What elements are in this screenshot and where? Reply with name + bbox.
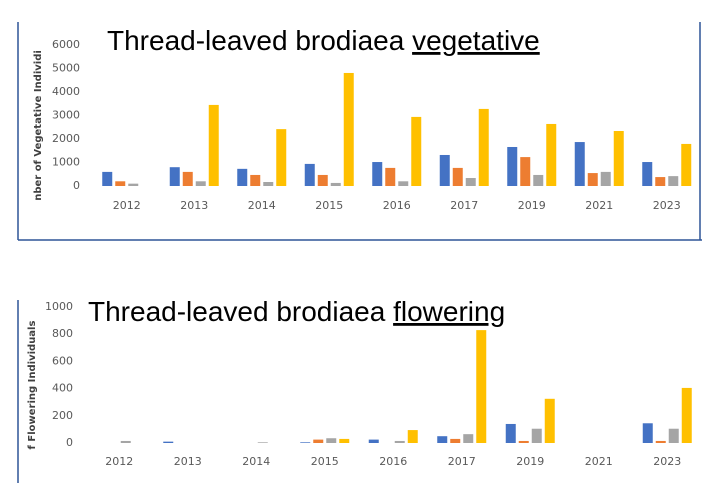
bar [668,176,679,186]
chart-title: Thread-leaved brodiaea flowering [88,296,505,327]
y-tick-label: 3000 [52,109,80,122]
bar [465,178,476,186]
bar [574,142,585,186]
bar [407,430,418,443]
bar [668,428,679,443]
bar [642,162,653,186]
bar [544,398,555,443]
bar [263,182,274,186]
y-axis-label: f Flowering Individuals [27,321,38,450]
y-tick-label: 400 [52,382,73,395]
bar [411,116,422,186]
y-tick-label: 200 [52,409,73,422]
bar [372,162,383,186]
x-tick-label: 2023 [653,455,681,468]
bar [115,181,126,186]
bar [613,131,624,186]
bar [478,108,489,186]
bar [507,146,518,186]
x-tick-label: 2014 [242,455,270,468]
bar [600,171,611,186]
title-underlined: flowering [393,296,505,327]
x-tick-label: 2015 [315,199,343,212]
y-tick-label: 4000 [52,85,80,98]
bar [276,129,287,186]
y-tick-label: 0 [66,436,73,449]
bar [237,168,248,186]
title-text: Thread-leaved brodiaea [107,25,405,56]
y-tick-label: 5000 [52,62,80,75]
bar [195,181,206,186]
x-tick-label: 2019 [516,455,544,468]
bar [368,439,379,443]
bar [339,438,350,443]
x-tick-label: 2016 [383,199,411,212]
y-axis-label: nber of Vegetative Individi [33,50,44,201]
bar [681,143,692,186]
x-tick-label: 2012 [105,455,133,468]
title-text: Thread-leaved brodiaea [88,296,386,327]
y-tick-label: 2000 [52,132,80,145]
bar [520,157,531,186]
bar [533,174,544,186]
bar [450,438,461,443]
bar [681,387,692,443]
x-tick-label: 2021 [585,199,613,212]
bar [343,72,354,186]
bar [208,104,219,186]
y-tick-label: 6000 [52,38,80,51]
x-tick-label: 2017 [450,199,478,212]
bar [250,174,261,186]
x-tick-label: 2017 [448,455,476,468]
y-tick-label: 1000 [45,300,73,313]
x-tick-label: 2015 [311,455,339,468]
bar [439,154,450,186]
bar [452,167,463,186]
bar [313,439,324,443]
x-tick-label: 2014 [248,199,276,212]
x-tick-label: 2019 [518,199,546,212]
bar [326,438,337,443]
y-tick-label: 800 [52,327,73,340]
bar [518,440,529,443]
y-tick-label: 0 [73,179,80,192]
bar [257,442,268,443]
bar [102,171,113,186]
x-tick-label: 2021 [585,455,613,468]
bar [531,428,542,443]
bar [169,167,180,186]
bar [655,440,666,443]
bar [437,436,448,443]
bar [182,171,193,186]
x-tick-label: 2013 [180,199,208,212]
bar [128,183,139,186]
chart-title: Thread-leaved brodiaea vegetative [107,25,540,56]
bar [546,123,557,186]
x-tick-label: 2016 [379,455,407,468]
bar [505,423,516,443]
bar [317,174,328,186]
bar [587,173,598,186]
bar [476,330,487,443]
bar [398,181,409,186]
bar [642,423,653,443]
bar [120,440,131,443]
bar [330,182,341,186]
bar [300,442,311,443]
y-tick-label: 1000 [52,156,80,169]
bar [655,177,666,186]
y-tick-label: 600 [52,354,73,367]
x-tick-label: 2013 [174,455,202,468]
title-underlined: vegetative [412,25,540,56]
bar [394,440,405,443]
x-tick-label: 2012 [113,199,141,212]
bar [304,163,315,186]
bar [463,434,474,443]
bar [163,441,174,443]
bar [385,167,396,186]
x-tick-label: 2023 [653,199,681,212]
